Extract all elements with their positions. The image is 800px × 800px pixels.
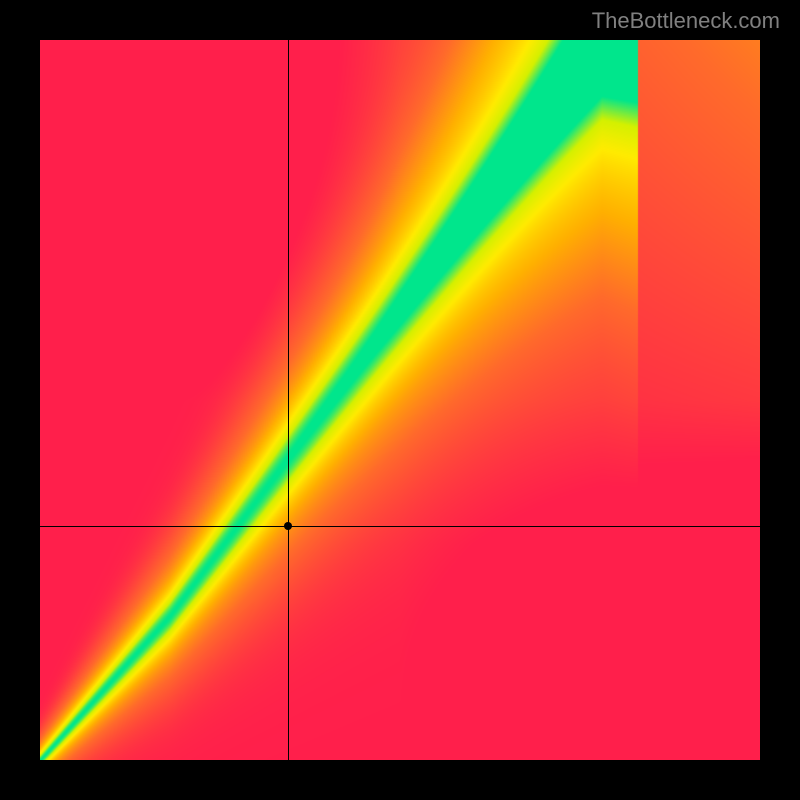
watermark-text: TheBottleneck.com: [592, 8, 780, 34]
crosshair-marker-dot: [284, 522, 292, 530]
plot-container: [40, 40, 760, 760]
heatmap-canvas: [40, 40, 760, 760]
crosshair-horizontal: [40, 526, 760, 527]
crosshair-vertical: [288, 40, 289, 760]
